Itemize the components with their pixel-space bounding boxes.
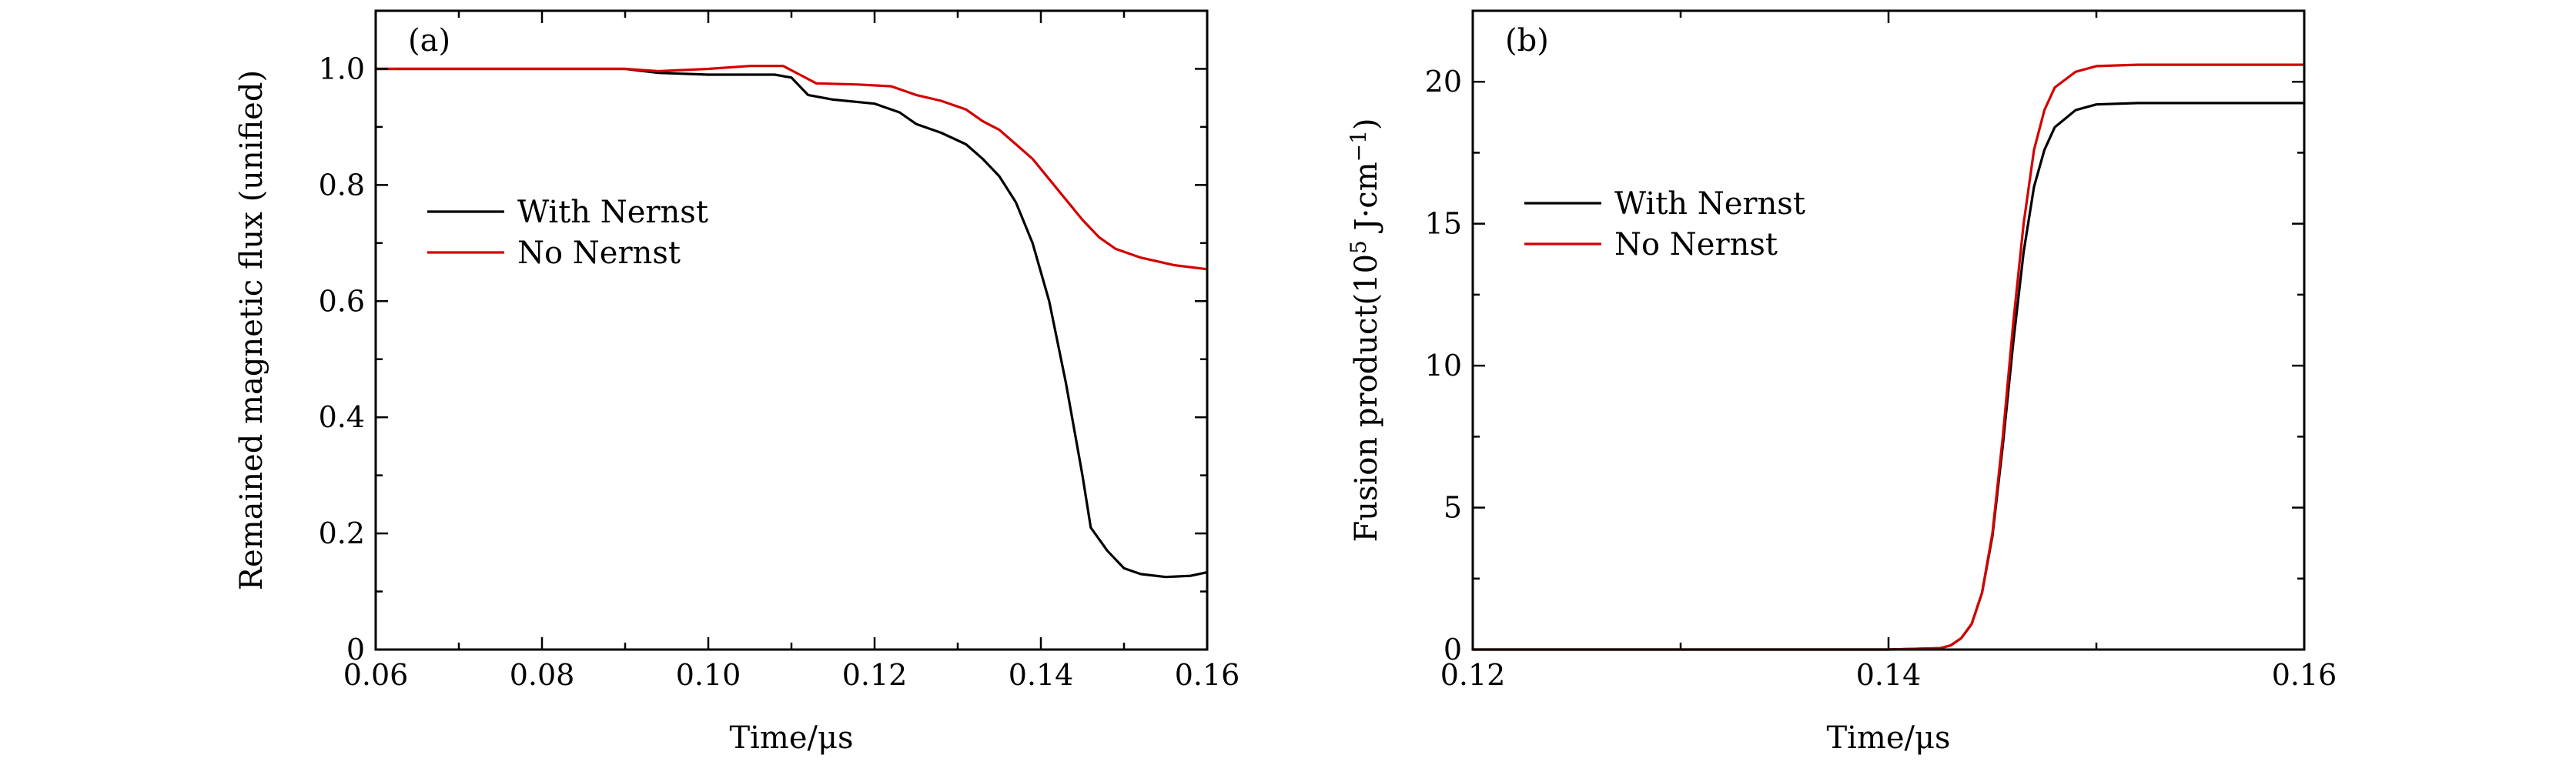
y-tick-label-b: 10: [1425, 349, 1462, 382]
y-axis-label-b-superscript-2: −1: [1346, 130, 1371, 162]
legend-label-no-nernst-b: No Nernst: [1614, 227, 1778, 262]
y-tick-label-a: 0.6: [319, 284, 365, 318]
y-tick-label-b: 5: [1444, 491, 1462, 525]
y-tick-label-a: 0.4: [319, 400, 365, 434]
y-tick-label-b: 15: [1425, 207, 1462, 241]
y-tick-label-a: 1.0: [319, 52, 365, 85]
x-tick-label-a: 0.08: [510, 658, 575, 692]
y-axis-label-b-part-2: J·cm: [1349, 162, 1384, 240]
y-tick-label-b: 0: [1444, 633, 1462, 666]
ticks-group-a: 0.06 0.08 0.10 0.12 0.14 0.16 0 0.2 0.4 0.6 0.8 1.0: [319, 11, 1240, 692]
chart-panel-b: 0.12 0.14 0.16 0 5 10 15 20 (b) Time/μs Fusion …: [1346, 9, 2337, 756]
x-axis-label-b: Time/μs: [1826, 720, 1950, 756]
y-axis-label-b-part-1: Fusion product(10: [1349, 254, 1384, 543]
legend-label-no-nernst-a: No Nernst: [517, 236, 681, 271]
legend-label-with-nernst-a: With Nernst: [517, 195, 708, 230]
x-axis-label-a: Time/μs: [729, 720, 853, 756]
y-tick-label-b: 20: [1425, 65, 1462, 99]
plot-frame-a: [374, 9, 1209, 651]
x-tick-label-b: 0.16: [2272, 658, 2337, 692]
y-axis-label-a: Remained magnetic flux (unified): [234, 70, 269, 590]
y-axis-label-b-part-3: ): [1349, 118, 1384, 130]
panel-label-b: (b): [1505, 23, 1549, 58]
series-line-no-nernst-a: [374, 65, 1209, 271]
chart-panel-a: 0.06 0.08 0.10 0.12 0.14 0.16 0 0.2 0.4 0.6 0.8 1.0…: [234, 9, 1240, 756]
ticks-group-b: 0.12 0.14 0.16 0 5 10 15 20: [1425, 11, 2337, 692]
legend-b: With Nernst No Nernst: [1524, 186, 1805, 262]
y-tick-label-a: 0.8: [319, 168, 365, 202]
x-tick-label-b: 0.14: [1856, 658, 1922, 692]
panel-label-a: (a): [408, 23, 450, 58]
plot-frame-b: [1471, 9, 2306, 651]
legend-a: With Nernst No Nernst: [427, 195, 708, 271]
x-tick-label-a: 0.06: [343, 658, 409, 692]
series-line-with-nernst-a: [374, 67, 1209, 579]
x-tick-label-a: 0.16: [1175, 658, 1240, 692]
y-axis-label-b: Fusion product(105 J·cm−1): [1346, 118, 1384, 542]
x-tick-label-b: 0.12: [1440, 658, 1506, 692]
y-tick-label-a: 0.2: [319, 516, 365, 550]
x-tick-label-a: 0.14: [1009, 658, 1074, 692]
series-line-no-nernst-b: [1471, 63, 2306, 651]
legend-label-with-nernst-b: With Nernst: [1614, 186, 1805, 222]
y-axis-label-b-superscript-1: 5: [1346, 240, 1371, 254]
x-tick-label-a: 0.10: [676, 658, 741, 692]
series-group-a: [374, 65, 1209, 579]
x-tick-label-a: 0.12: [842, 658, 908, 692]
series-group-b: [1471, 63, 2306, 651]
y-tick-label-a: 0: [346, 633, 365, 666]
series-line-with-nernst-b: [1471, 102, 2306, 651]
